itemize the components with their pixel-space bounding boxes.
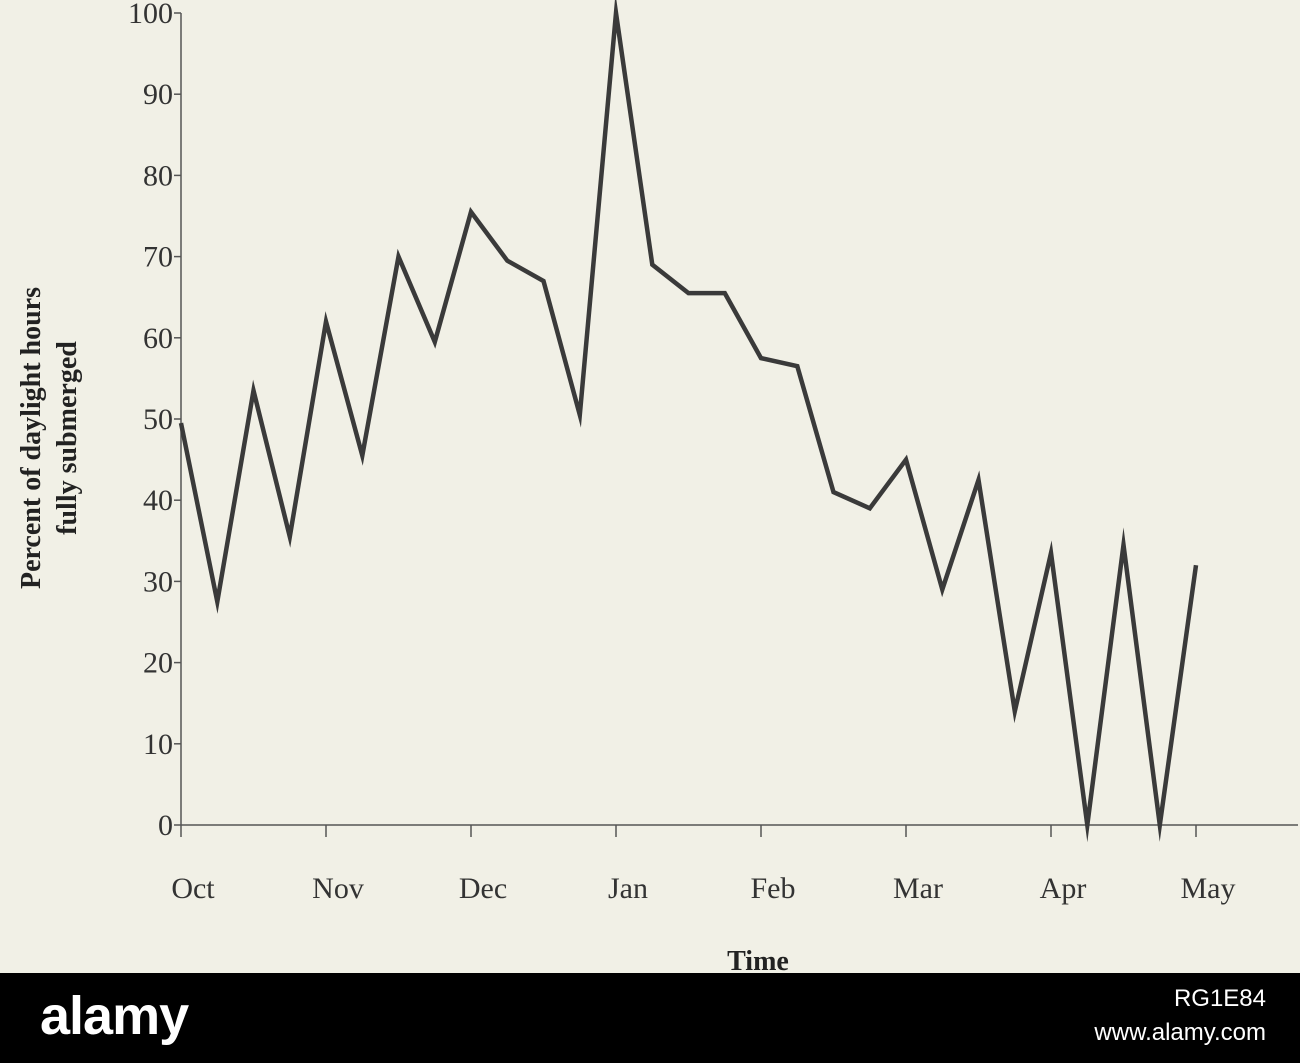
x-tick-label: Nov	[312, 872, 364, 905]
data-point	[326, 321, 327, 322]
y-tick-label: 100	[128, 0, 173, 30]
y-axis-title-line1: Percent of daylight hours	[16, 287, 47, 589]
data-point	[543, 280, 544, 281]
y-tick-label: 10	[143, 728, 173, 761]
image-id: RG1E84	[1173, 985, 1266, 1012]
data-point	[797, 366, 798, 367]
data-point	[869, 508, 870, 509]
y-tick-label: 20	[143, 647, 173, 680]
data-point	[471, 211, 472, 212]
line-chart: 0 10 20 30 40 50 60 70 80 90 100 Oct Nov Dec Jan Feb Ma…	[16, 0, 1298, 973]
alamy-logo: alamy	[40, 986, 189, 1046]
x-axis: Oct Nov Dec Jan Feb Mar Apr May	[171, 824, 1298, 905]
y-axis: 0 10 20 30 40 50 60 70 80 90 100	[128, 0, 182, 842]
data-point	[289, 536, 290, 537]
data-point	[362, 455, 363, 456]
data-point	[579, 414, 580, 415]
data-point	[724, 293, 725, 294]
y-tick-label: 60	[143, 322, 173, 355]
data-point	[1014, 711, 1015, 712]
data-point	[1123, 544, 1124, 545]
y-tick-label: 80	[143, 159, 173, 192]
x-tick-label: Oct	[171, 872, 215, 905]
x-axis-title: Time	[727, 946, 789, 973]
watermark-footer: alamy RG1E84 www.alamy.com	[0, 973, 1300, 1063]
data-point	[833, 492, 834, 493]
y-tick-label: 30	[143, 565, 173, 598]
x-tick-label: May	[1181, 872, 1236, 905]
data-point	[978, 479, 979, 480]
y-tick-label: 50	[143, 403, 173, 436]
x-tick-label: Jan	[608, 872, 648, 905]
watermark-url: www.alamy.com	[1094, 1019, 1266, 1046]
data-point	[688, 293, 689, 294]
data-point	[906, 459, 907, 460]
data-point	[1196, 565, 1197, 566]
data-point	[1087, 825, 1088, 826]
data-point	[398, 256, 399, 257]
data-line	[178, 0, 1199, 843]
y-tick-label: 90	[143, 78, 173, 111]
y-axis-title-line2: fully submerged	[52, 341, 83, 535]
x-tick-label: Feb	[751, 872, 796, 905]
data-point	[1159, 825, 1160, 826]
x-tick-label: Apr	[1040, 872, 1087, 905]
data-point	[434, 341, 435, 342]
x-tick-label: Mar	[893, 872, 943, 905]
data-point	[253, 390, 254, 391]
data-point	[616, 13, 617, 14]
data-point	[1051, 552, 1052, 553]
y-tick-label: 40	[143, 484, 173, 517]
data-point	[181, 423, 182, 424]
data-point	[507, 260, 508, 261]
series-layer	[178, 0, 1199, 843]
data-point	[761, 358, 762, 359]
data-point	[942, 589, 943, 590]
data-point	[217, 601, 218, 602]
x-tick-label: Dec	[459, 872, 507, 905]
data-point	[652, 264, 653, 265]
y-tick-label: 0	[158, 809, 173, 842]
chart-area: 0 10 20 30 40 50 60 70 80 90 100 Oct Nov Dec Jan Feb Ma…	[16, 0, 1298, 973]
y-tick-label: 70	[143, 241, 173, 274]
